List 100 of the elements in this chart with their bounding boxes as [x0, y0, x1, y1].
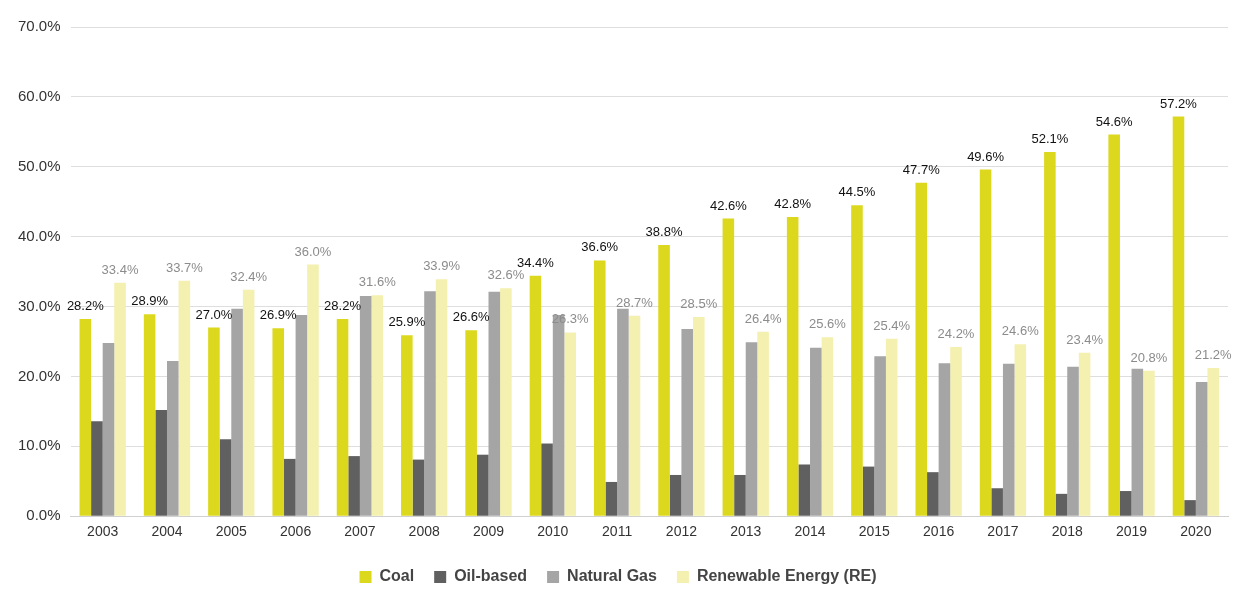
data-label: 49.6%	[967, 148, 1005, 164]
bar	[1078, 352, 1091, 516]
bar	[295, 314, 308, 516]
bar	[1014, 344, 1027, 516]
legend-label: Coal	[379, 567, 415, 585]
bar	[488, 291, 501, 516]
y-tick-label: 40.0%	[17, 226, 61, 244]
bar	[885, 338, 898, 516]
bar	[757, 331, 769, 516]
bar	[166, 361, 179, 516]
bar	[1184, 500, 1196, 516]
y-tick-label: 60.0%	[17, 87, 61, 105]
data-label: 32.4%	[230, 268, 268, 284]
data-label: 52.1%	[1031, 131, 1069, 147]
y-tick-label: 0.0%	[26, 506, 61, 524]
bar	[851, 205, 863, 516]
bar	[348, 456, 360, 516]
data-label: 28.7%	[616, 294, 654, 310]
bar	[1067, 366, 1079, 516]
bar	[950, 347, 962, 516]
x-tick-label: 2007	[344, 523, 376, 540]
bar	[617, 308, 629, 516]
bar	[798, 464, 811, 516]
bar	[1207, 368, 1219, 516]
data-label: 28.2%	[324, 298, 362, 314]
bar	[681, 328, 693, 516]
data-label: 28.9%	[131, 293, 169, 309]
data-label: 25.9%	[388, 314, 426, 330]
x-tick-label: 2015	[858, 523, 891, 540]
bar	[178, 280, 191, 516]
bar	[79, 319, 92, 516]
bar	[786, 217, 799, 516]
bar	[991, 488, 1003, 516]
bar	[669, 474, 682, 516]
bar	[336, 319, 349, 516]
data-label: 28.5%	[680, 296, 718, 312]
bar	[91, 421, 103, 516]
bar	[424, 291, 436, 516]
data-label: 23.4%	[1066, 331, 1104, 347]
data-label: 25.6%	[808, 316, 847, 332]
bar	[915, 182, 928, 516]
bar	[307, 264, 319, 516]
data-label: 31.6%	[358, 274, 397, 290]
x-tick-label: 2005	[215, 523, 248, 540]
bar	[938, 363, 951, 516]
data-label: 27.0%	[195, 306, 233, 322]
bar	[722, 218, 735, 516]
x-tick-label: 2012	[665, 523, 698, 540]
data-label: 57.2%	[1160, 95, 1198, 111]
x-tick-label: 2003	[87, 523, 119, 540]
data-label: 32.6%	[487, 267, 525, 283]
legend-label: Natural Gas	[567, 567, 657, 585]
bar	[692, 317, 705, 516]
data-label: 54.6%	[1095, 113, 1134, 129]
bar	[1044, 152, 1056, 516]
bar	[1131, 368, 1144, 516]
data-label: 26.4%	[744, 310, 782, 326]
data-label: 34.4%	[517, 254, 555, 270]
data-label: 44.5%	[838, 184, 876, 200]
bar	[476, 454, 489, 516]
bar	[1143, 370, 1155, 516]
bar	[242, 289, 255, 516]
data-label: 20.8%	[1130, 349, 1168, 365]
y-tick-label: 50.0%	[17, 156, 61, 174]
x-tick-label: 2017	[987, 523, 1019, 540]
data-label: 24.2%	[937, 326, 975, 342]
bar	[628, 315, 641, 516]
x-tick-label: 2004	[151, 523, 183, 540]
bar	[435, 279, 448, 516]
bar	[155, 409, 167, 516]
bar	[529, 275, 542, 516]
bar	[810, 347, 822, 516]
bar	[401, 335, 413, 516]
bar	[541, 443, 553, 516]
bar	[143, 314, 156, 516]
data-label: 42.6%	[709, 197, 748, 213]
x-tick-label: 2011	[602, 523, 633, 540]
x-tick-label: 2020	[1180, 523, 1212, 540]
data-label: 24.6%	[1001, 323, 1040, 339]
x-tick-label: 2018	[1051, 523, 1084, 540]
bar	[927, 472, 939, 516]
x-tick-label: 2010	[537, 523, 569, 540]
bar	[1002, 363, 1015, 516]
x-tick-label: 2008	[408, 523, 440, 540]
bar	[465, 330, 477, 516]
legend-label: Renewable Energy (RE)	[696, 567, 877, 585]
data-label: 26.9%	[259, 307, 298, 323]
x-tick-label: 2009	[472, 523, 505, 540]
y-tick-label: 20.0%	[17, 366, 61, 384]
bar	[593, 260, 606, 516]
bar	[1055, 493, 1068, 516]
data-label: 36.6%	[581, 239, 619, 255]
legend-label: Oil-based	[454, 567, 528, 585]
bar	[734, 474, 746, 516]
x-tick-label: 2019	[1115, 523, 1148, 540]
y-tick-label: 30.0%	[17, 296, 61, 314]
bar	[821, 337, 834, 516]
bar	[862, 466, 875, 516]
bar	[114, 282, 126, 516]
x-tick-label: 2013	[730, 523, 762, 540]
